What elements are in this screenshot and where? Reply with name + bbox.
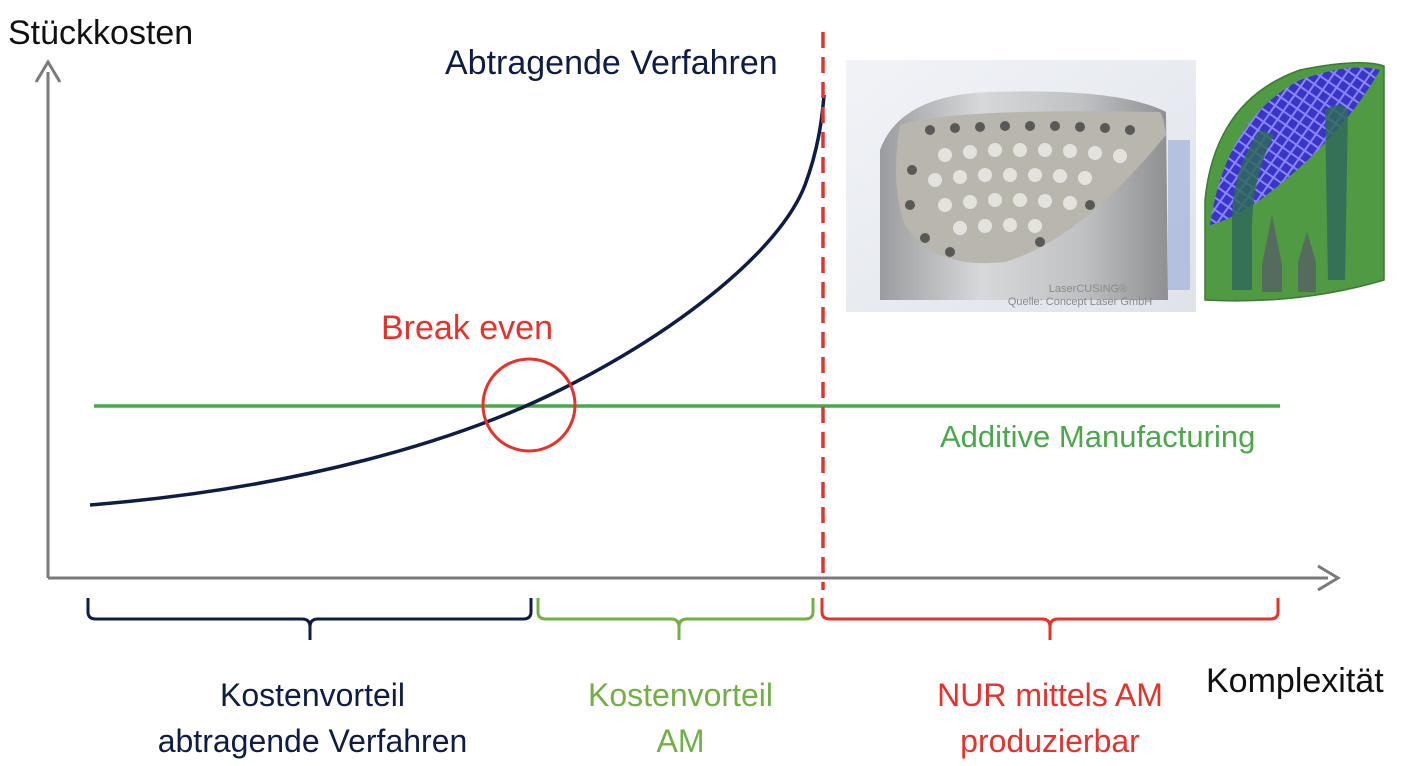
photo-caption-line-2: Quelle: Concept Laser GmbH [1008,296,1152,308]
brace-subtractive [86,598,533,640]
part-photo: LaserCUSING® Quelle: Concept Laser GmbH [846,60,1196,312]
additive-line-label: Additive Manufacturing [940,419,1256,454]
y-axis-label: Stückkosten [8,14,194,52]
region-label-line: NUR mittels AM [937,677,1163,713]
region-label-line: produzierbar [960,723,1140,759]
photo-caption-line-1: LaserCUSING® [1049,283,1127,295]
brace-am [536,598,815,640]
region-label-am-only: NUR mittels AM produzierbar [915,672,1185,764]
break-even-circle [481,357,577,453]
subtractive-curve-label: Abtragende Verfahren [445,44,778,82]
region-label-subtractive: Kostenvorteil abtragende Verfahren [130,672,495,764]
region-label-line: Kostenvorteil [588,677,773,713]
part-cad-model [1204,62,1385,302]
break-even-label: Break even [381,309,553,347]
x-axis [48,564,1341,592]
region-label-line: abtragende Verfahren [157,723,468,759]
region-label-line: AM [656,723,705,759]
region-label-am: Kostenvorteil AM [568,672,793,764]
brace-am-only [820,598,1280,640]
y-axis [34,59,62,578]
subtractive-cost-curve [89,94,826,507]
x-axis-label: Komplexität [1206,662,1384,700]
region-label-line: Kostenvorteil [220,677,405,713]
